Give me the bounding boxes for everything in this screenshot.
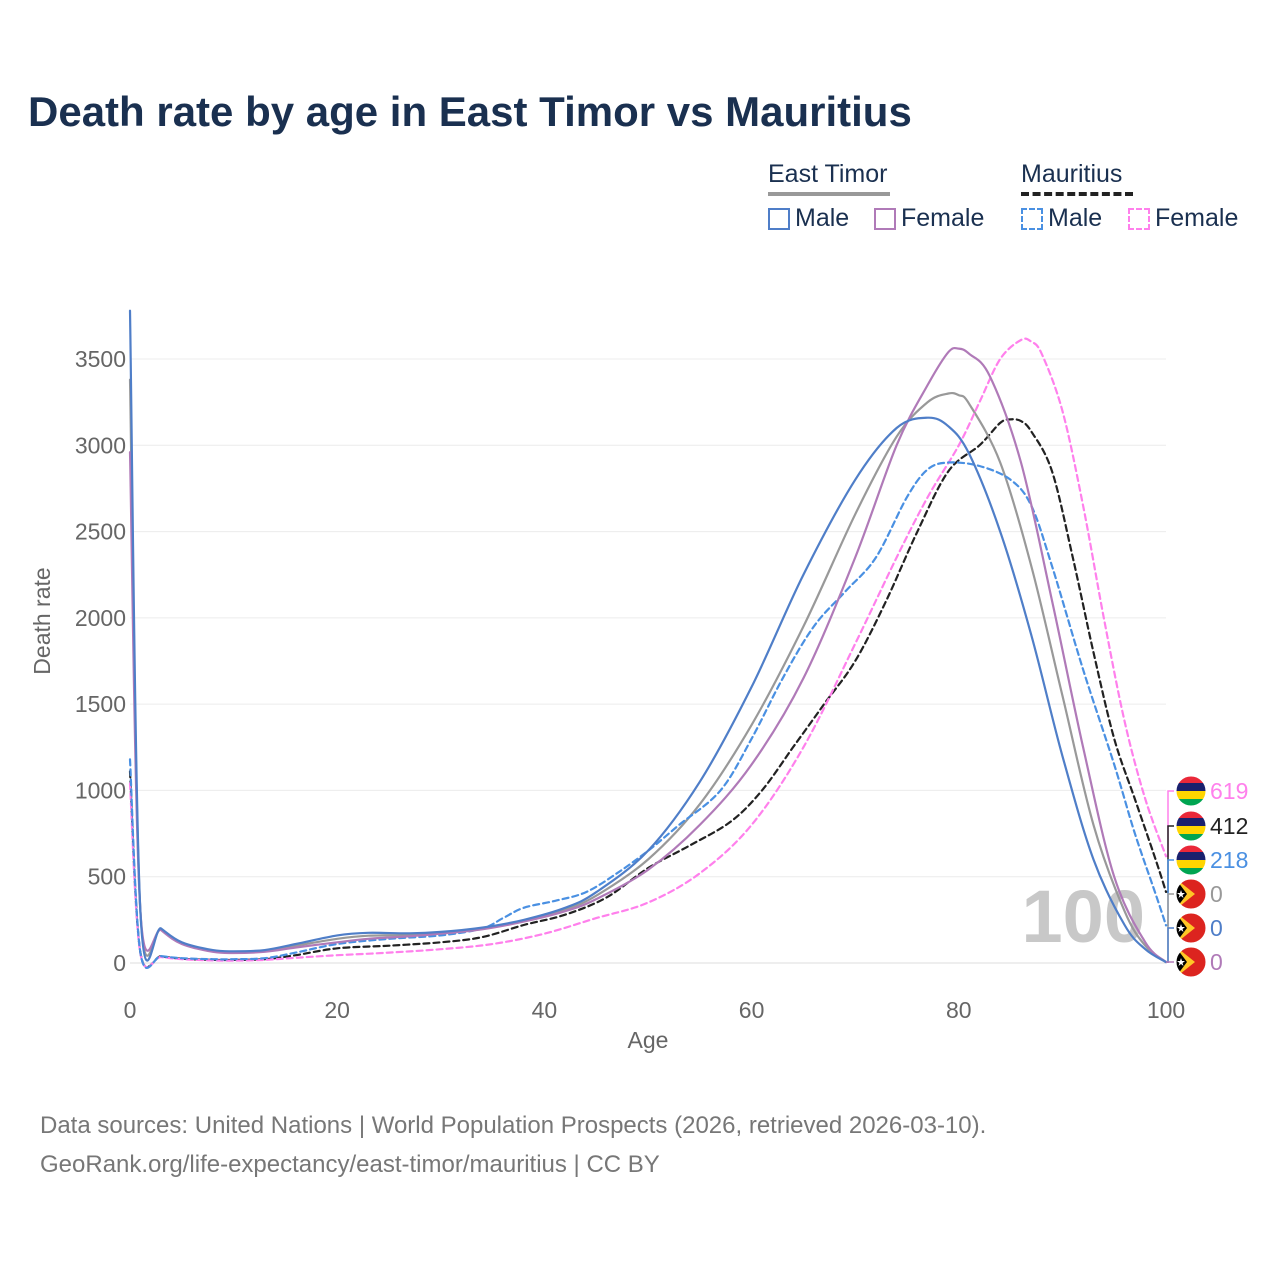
east-timor-flag-icon — [1175, 912, 1207, 944]
source-url[interactable]: GeoRank.org/life-expectancy/east-timor/m… — [40, 1151, 660, 1178]
flag-rim — [1175, 810, 1207, 842]
y-axis-title: Death rate — [29, 567, 55, 674]
flag-stripe — [1176, 791, 1206, 799]
y-tick-label: 3000 — [75, 432, 126, 458]
series-line-timor-male — [128, 309, 1168, 964]
x-tick-label: 100 — [1147, 997, 1185, 1023]
legend-group-east-timor: East Timor — [768, 160, 888, 188]
chart-title: Death rate by age in East Timor vs Mauri… — [28, 88, 912, 135]
end-label-connector — [1166, 927, 1174, 963]
flag-rim — [1175, 775, 1207, 807]
y-tick-label: 0 — [113, 950, 126, 976]
legend-group-mauritius: Mauritius — [1021, 160, 1123, 188]
flag-stripe — [1176, 852, 1206, 860]
flag-body — [1176, 811, 1206, 841]
flag-stripe — [1176, 799, 1206, 806]
flag-star — [1177, 890, 1185, 898]
x-axis-title: Age — [628, 1027, 669, 1053]
series-line-mauritius-male — [128, 461, 1168, 969]
end-label-value: 412 — [1210, 813, 1248, 839]
swatch-mauritius-male — [1021, 207, 1043, 230]
swatch-east-timor-male — [768, 207, 790, 230]
year-watermark: 100 — [1022, 875, 1145, 958]
x-tick-label: 80 — [946, 997, 972, 1023]
series-line-mauritius-total — [128, 418, 1168, 969]
flag-stripe — [1176, 818, 1206, 826]
end-label-value: 0 — [1210, 881, 1223, 907]
end-label-value: 0 — [1210, 949, 1223, 975]
mauritius-flag-icon — [1175, 775, 1207, 807]
legend-item-east-timor-female[interactable]: Female — [874, 204, 984, 233]
mauritius-flag-icon — [1175, 810, 1207, 842]
end-label-connector — [1166, 825, 1174, 893]
y-tick-label: 3500 — [75, 346, 126, 372]
data-source-note: Data sources: United Nations | World Pop… — [40, 1112, 987, 1139]
swatch-mauritius-female — [1128, 207, 1150, 230]
flag-stripe — [1176, 868, 1206, 875]
y-tick-label: 1500 — [75, 691, 126, 717]
y-tick-label: 2500 — [75, 519, 126, 545]
flag-rim — [1175, 946, 1207, 978]
flag-star — [1177, 958, 1185, 966]
flag-body — [1176, 879, 1206, 909]
legend-label: Female — [1155, 204, 1239, 232]
end-label-value: 218 — [1210, 847, 1248, 873]
legend-item-mauritius-male[interactable]: Male — [1021, 204, 1102, 233]
legend-item-east-timor-male[interactable]: Male — [768, 204, 849, 233]
flag-body — [1176, 913, 1206, 943]
x-tick-label: 0 — [124, 997, 137, 1023]
legend-label: Male — [1048, 204, 1103, 232]
legend-item-mauritius-female[interactable]: Female — [1128, 204, 1238, 233]
end-label-value: 0 — [1210, 915, 1223, 941]
flag-rim — [1175, 844, 1207, 876]
legend-underline-mauritius — [1021, 192, 1133, 196]
mauritius-flag-icon — [1175, 844, 1207, 876]
end-label-connector — [1166, 859, 1174, 927]
end-label-connector — [1166, 790, 1174, 857]
series-line-timor-total — [128, 378, 1168, 964]
flag-body — [1176, 845, 1206, 875]
flag-stripe — [1176, 783, 1206, 791]
legend: East Timor Male Female Mauritius Male Fe… — [768, 160, 1248, 250]
x-tick-label: 20 — [324, 997, 350, 1023]
legend-underline-east-timor — [768, 192, 890, 196]
swatch-east-timor-female — [874, 207, 896, 230]
x-tick-label: 60 — [739, 997, 765, 1023]
flag-rim — [1175, 878, 1207, 910]
x-tick-label: 40 — [532, 997, 558, 1023]
east-timor-flag-icon — [1175, 946, 1207, 978]
footer: Data sources: United Nations | World Pop… — [40, 1106, 986, 1184]
flag-body — [1176, 947, 1206, 977]
y-tick-label: 500 — [88, 864, 126, 890]
east-timor-flag-icon — [1175, 878, 1207, 910]
flag-body — [1176, 776, 1206, 806]
flag-stripe — [1176, 811, 1206, 818]
flag-star — [1177, 924, 1185, 932]
flag-stripe — [1176, 845, 1206, 852]
y-tick-label: 2000 — [75, 605, 126, 631]
flag-stripe — [1176, 834, 1206, 841]
series-line-timor-female — [128, 346, 1168, 964]
flag-rim — [1175, 912, 1207, 944]
y-tick-label: 1000 — [75, 777, 126, 803]
flag-stripe — [1176, 860, 1206, 868]
series-line-mauritius-female — [128, 337, 1168, 969]
legend-label: Female — [901, 204, 985, 232]
flag-stripe — [1176, 776, 1206, 783]
flag-stripe — [1176, 826, 1206, 834]
legend-label: Male — [795, 204, 850, 232]
end-label-value: 619 — [1210, 778, 1248, 804]
